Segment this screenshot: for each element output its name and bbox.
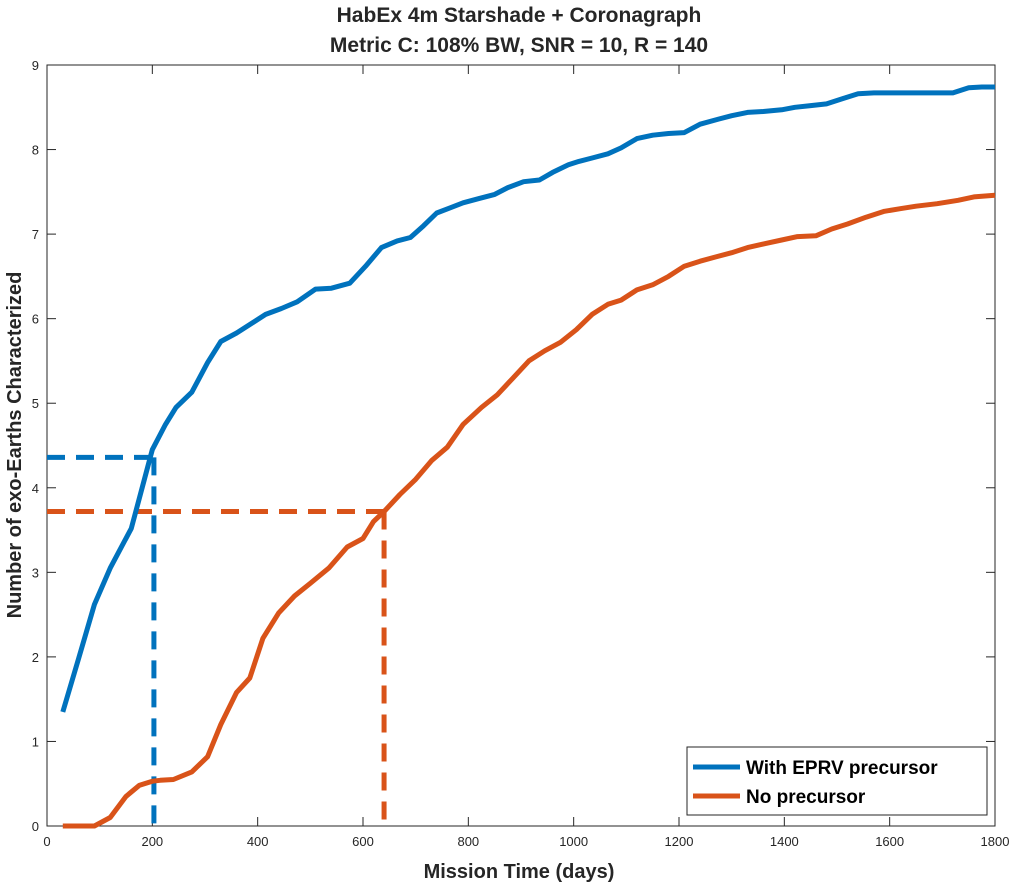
x-tick-label: 600 bbox=[352, 834, 374, 849]
plot-frame bbox=[46, 64, 996, 827]
y-tick-label: 7 bbox=[32, 227, 39, 242]
y-tick-label: 9 bbox=[32, 58, 39, 73]
legend-label-with-eprv: With EPRV precursor bbox=[746, 758, 938, 779]
y-tick-label: 8 bbox=[32, 143, 39, 158]
x-tick-label: 0 bbox=[43, 834, 50, 849]
chart-title: HabEx 4m Starshade + Coronagraph bbox=[337, 4, 702, 27]
x-tick-label: 400 bbox=[247, 834, 269, 849]
axis-ticks: 0 200 400 600 800 1000 1200 1400 1600 1800 0 1 2 3 4 5 6… bbox=[32, 58, 1010, 849]
y-tick-label: 5 bbox=[32, 396, 39, 411]
x-tick-label: 1000 bbox=[559, 834, 588, 849]
x-tick-label: 800 bbox=[457, 834, 479, 849]
series-lines bbox=[60, 84, 996, 829]
series-line-1 bbox=[62, 192, 996, 829]
x-axis-label: Mission Time (days) bbox=[424, 861, 615, 882]
x-tick-label: 1400 bbox=[770, 834, 799, 849]
y-tick-label: 1 bbox=[32, 734, 39, 749]
series-line-0 bbox=[60, 84, 995, 713]
y-tick-label: 3 bbox=[32, 565, 39, 580]
y-tick-label: 4 bbox=[32, 481, 39, 496]
x-tick-label: 1800 bbox=[981, 834, 1010, 849]
x-tick-label: 1600 bbox=[875, 834, 904, 849]
plot-area bbox=[46, 64, 996, 827]
x-tick-label: 1200 bbox=[665, 834, 694, 849]
reference-lines bbox=[47, 454, 387, 826]
chart-subtitle: Metric C: 108% BW, SNR = 10, R = 140 bbox=[330, 34, 708, 57]
y-tick-label: 2 bbox=[32, 650, 39, 665]
legend-box bbox=[686, 746, 988, 816]
y-tick-label: 0 bbox=[32, 819, 39, 834]
legend-label-no-precursor: No precursor bbox=[746, 787, 866, 808]
legend: With EPRV precursor No precursor bbox=[686, 746, 988, 816]
x-tick-label: 200 bbox=[141, 834, 163, 849]
y-tick-label: 6 bbox=[32, 312, 39, 327]
y-axis-label: Number of exo-Earths Characterized bbox=[4, 272, 26, 619]
